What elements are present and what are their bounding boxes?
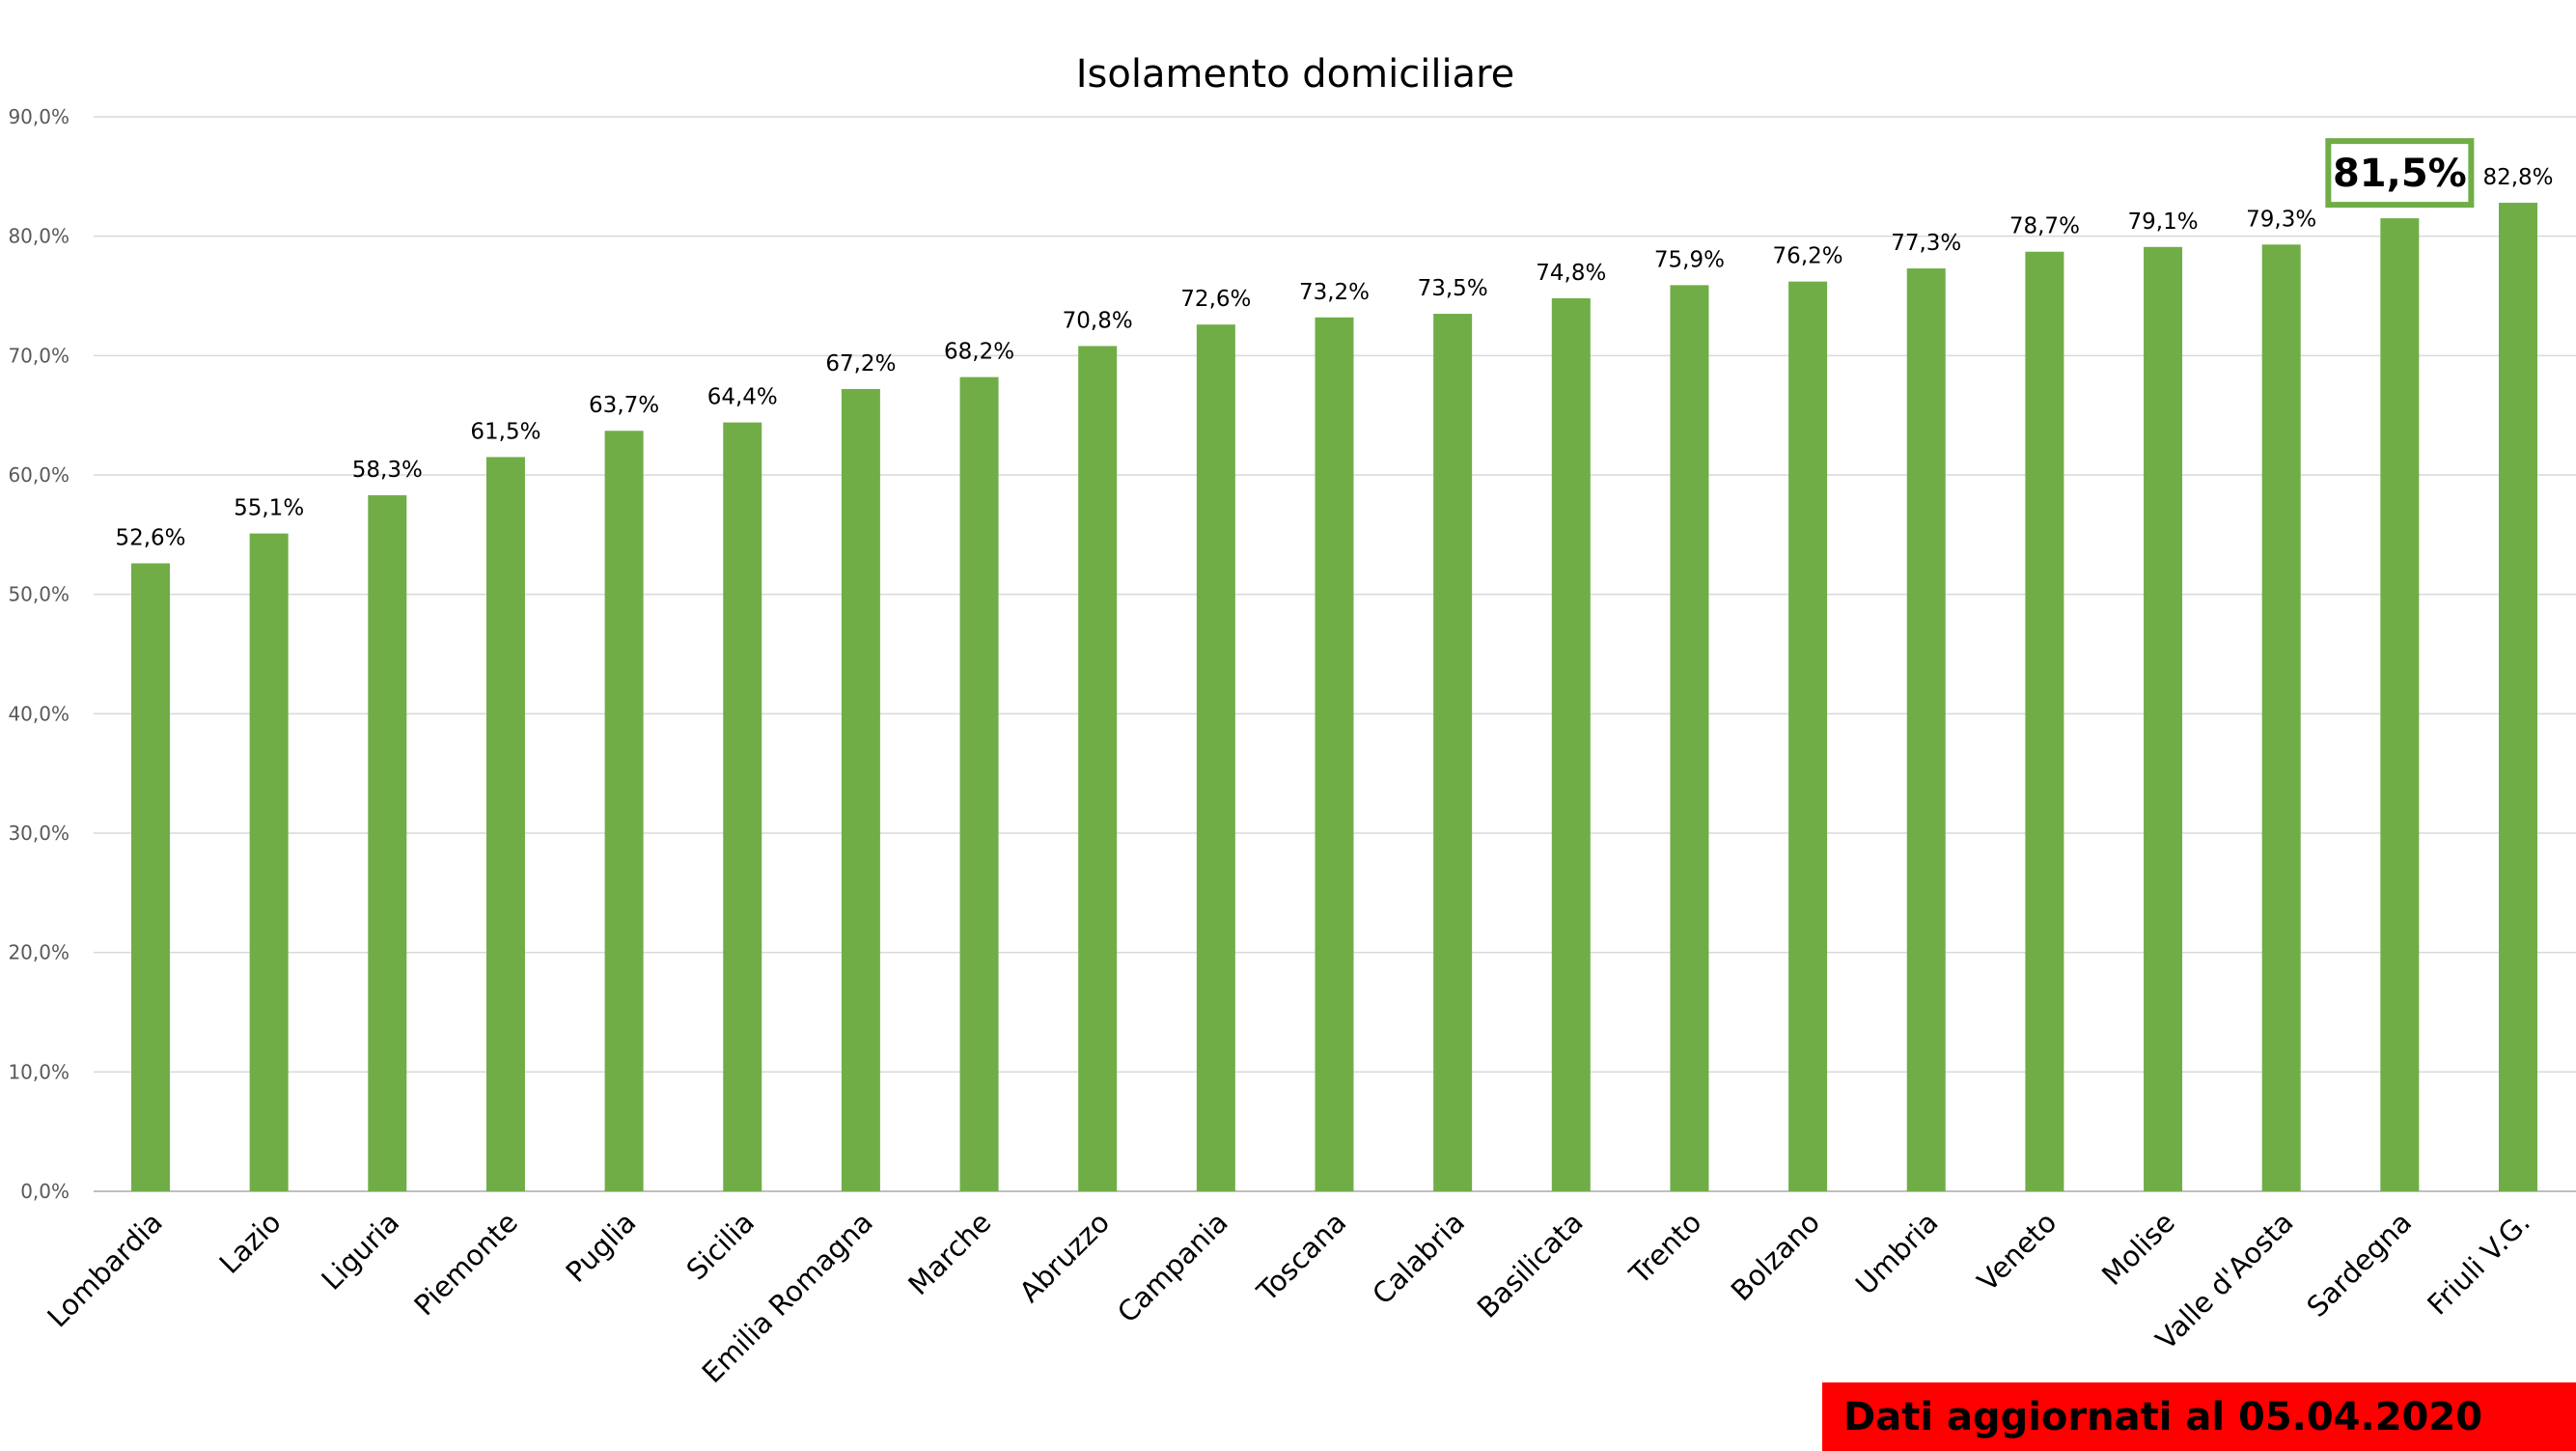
y-tick-label: 60,0% — [8, 463, 69, 487]
x-tick-label: Abruzzo — [1013, 1206, 1117, 1309]
bar — [959, 377, 999, 1191]
y-axis-ticks: 0,0% 10,0% 20,0% 30,0% 40,0% 50,0% 60,0% 70,0% 8… — [8, 105, 69, 1203]
data-label: 73,5% — [1418, 276, 1488, 301]
bar — [1315, 317, 1354, 1191]
data-label: 73,2% — [1299, 280, 1370, 305]
data-label: 70,8% — [1063, 308, 1133, 333]
data-label: 64,4% — [707, 385, 778, 410]
x-tick-label: Sicilia — [680, 1206, 762, 1287]
bar — [841, 388, 880, 1192]
y-tick-label: 30,0% — [8, 822, 69, 845]
y-tick-label: 90,0% — [8, 105, 69, 128]
data-labels: 52,6% 55,1% 58,3% 61,5% 63,7% 64,4% 67,2% 68,2%… — [115, 138, 2554, 551]
bar — [2025, 251, 2064, 1191]
data-label: 52,6% — [115, 526, 185, 551]
x-tick-label: Puglia — [560, 1206, 643, 1289]
data-label: 68,2% — [944, 340, 1014, 365]
y-tick-label: 40,0% — [8, 702, 69, 725]
data-label: 58,3% — [352, 458, 423, 483]
highlight-label-box — [2325, 138, 2475, 209]
chart-title: Isolamento domiciliare — [1076, 52, 1515, 97]
x-tick-label: Campania — [1111, 1206, 1234, 1329]
bar — [1433, 314, 1473, 1191]
data-label: 76,2% — [1773, 244, 1843, 269]
data-label: 63,7% — [589, 393, 659, 418]
x-tick-label: Calabria — [1366, 1206, 1471, 1311]
data-label: 79,3% — [2246, 207, 2316, 232]
x-tick-label: Friuli V.G. — [2421, 1206, 2536, 1322]
data-label: 72,6% — [1180, 287, 1251, 312]
x-tick-label: Piemonte — [407, 1206, 523, 1322]
x-tick-label: Umbria — [1849, 1206, 1945, 1301]
bar — [1196, 324, 1235, 1191]
update-note-text: Dati aggiornati al 05.04.2020 — [1843, 1394, 2483, 1439]
x-tick-label: Toscana — [1250, 1206, 1352, 1308]
bar — [1906, 268, 1946, 1192]
bars — [131, 203, 2537, 1192]
data-label: 78,7% — [2009, 214, 2080, 239]
y-tick-label: 80,0% — [8, 225, 69, 248]
x-tick-label: Veneto — [1971, 1206, 2063, 1298]
bar — [2499, 203, 2537, 1192]
data-label: 77,3% — [1891, 231, 1961, 256]
y-tick-label: 20,0% — [8, 941, 69, 964]
y-tick-label: 0,0% — [20, 1180, 69, 1203]
x-tick-label: Marche — [901, 1206, 997, 1301]
x-tick-label: Bolzano — [1725, 1206, 1826, 1307]
x-tick-label: Basilicata — [1471, 1206, 1590, 1325]
x-tick-label: Lombardia — [41, 1206, 169, 1334]
y-tick-label: 10,0% — [8, 1060, 69, 1083]
data-label: 75,9% — [1654, 247, 1725, 272]
x-tick-label: Lazio — [213, 1206, 288, 1280]
x-tick-label: Molise — [2095, 1206, 2181, 1292]
data-label-highlighted: 81,5% — [2333, 152, 2467, 196]
bar — [1551, 297, 1591, 1191]
bar — [2144, 246, 2183, 1192]
bar — [131, 563, 170, 1191]
data-label: 55,1% — [234, 496, 304, 521]
bar — [1078, 346, 1118, 1191]
bar — [723, 422, 762, 1191]
x-axis-ticks: Lombardia Lazio Liguria Piemonte Puglia Sicil… — [41, 1206, 2536, 1389]
x-tick-label: Liguria — [315, 1206, 405, 1297]
bar — [604, 431, 644, 1191]
data-label: 82,8% — [2482, 165, 2553, 190]
data-label: 67,2% — [825, 351, 896, 377]
data-label: 61,5% — [470, 419, 540, 444]
bar — [368, 495, 407, 1191]
y-tick-label: 50,0% — [8, 583, 69, 606]
bar — [1670, 285, 1709, 1191]
bar — [249, 533, 289, 1191]
update-note-banner: Dati aggiornati al 05.04.2020 — [1822, 1382, 2576, 1451]
data-label: 74,8% — [1536, 261, 1606, 286]
bar — [2261, 244, 2301, 1191]
data-label: 79,1% — [2128, 209, 2199, 235]
bar — [1788, 281, 1828, 1191]
x-tick-label: Trento — [1622, 1206, 1707, 1291]
y-tick-label: 70,0% — [8, 344, 69, 367]
x-tick-label: Sardegna — [2300, 1206, 2418, 1324]
bar — [485, 457, 525, 1191]
bar — [2380, 218, 2420, 1191]
